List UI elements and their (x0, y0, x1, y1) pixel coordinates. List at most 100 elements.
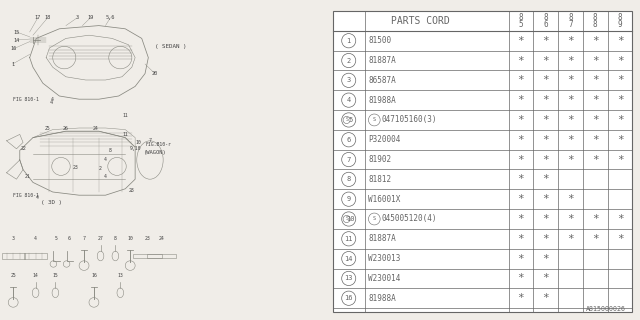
Text: *: * (567, 75, 574, 85)
Text: 8: 8 (518, 13, 524, 22)
Text: 6: 6 (543, 20, 548, 29)
Text: 045005120(4): 045005120(4) (381, 214, 437, 223)
Text: *: * (617, 36, 623, 46)
Text: 81988A: 81988A (369, 294, 396, 303)
Text: *: * (567, 95, 574, 105)
Circle shape (342, 53, 356, 68)
Text: *: * (617, 234, 623, 244)
Text: *: * (617, 135, 623, 145)
Text: *: * (518, 234, 524, 244)
Text: *: * (542, 75, 549, 85)
Text: 81988A: 81988A (369, 96, 396, 105)
Text: 8: 8 (109, 148, 112, 153)
Circle shape (342, 34, 356, 48)
Text: *: * (518, 194, 524, 204)
Text: 81500: 81500 (369, 36, 392, 45)
Text: 81887A: 81887A (369, 56, 396, 65)
Text: S: S (372, 117, 376, 123)
Text: *: * (542, 194, 549, 204)
Text: *: * (592, 115, 598, 125)
Text: 3: 3 (12, 236, 15, 241)
Text: 8: 8 (618, 13, 622, 22)
Circle shape (342, 271, 356, 285)
Text: *: * (518, 36, 524, 46)
Text: 8: 8 (347, 176, 351, 182)
Text: *: * (592, 36, 598, 46)
Text: *: * (518, 155, 524, 164)
Text: 6: 6 (68, 236, 70, 241)
Text: 16: 16 (11, 46, 17, 51)
Circle shape (342, 132, 356, 147)
Text: *: * (592, 95, 598, 105)
Text: 4: 4 (104, 174, 107, 179)
Text: 14: 14 (33, 273, 38, 278)
Text: *: * (592, 155, 598, 164)
Text: *: * (518, 75, 524, 85)
Text: *: * (592, 214, 598, 224)
Text: 5: 5 (348, 117, 352, 123)
Text: 25: 25 (10, 273, 16, 278)
Bar (133, 254, 163, 258)
Text: *: * (542, 254, 549, 264)
Text: 4: 4 (49, 100, 52, 105)
Text: *: * (518, 273, 524, 284)
Circle shape (342, 212, 356, 226)
Text: *: * (542, 293, 549, 303)
Text: *: * (617, 56, 623, 66)
Text: 11: 11 (122, 113, 128, 118)
Text: 81902: 81902 (369, 155, 392, 164)
Text: 4: 4 (35, 195, 38, 200)
Text: 1: 1 (11, 61, 14, 67)
Text: 6: 6 (347, 137, 351, 143)
Text: 11: 11 (344, 236, 353, 242)
Text: ( SEDAN ): ( SEDAN ) (155, 44, 186, 49)
Text: 21: 21 (24, 174, 30, 179)
Text: 7: 7 (347, 156, 351, 163)
Text: 8: 8 (568, 13, 573, 22)
Text: 15: 15 (13, 29, 20, 35)
Text: 14: 14 (344, 256, 353, 262)
Text: *: * (542, 135, 549, 145)
Text: 17: 17 (35, 15, 41, 20)
Text: *: * (518, 214, 524, 224)
Text: W230014: W230014 (369, 274, 401, 283)
Text: 25: 25 (45, 125, 51, 131)
Text: 16: 16 (91, 273, 97, 278)
Text: 047105160(3): 047105160(3) (381, 116, 437, 124)
Text: 8: 8 (114, 236, 116, 241)
Text: 5,6: 5,6 (106, 15, 115, 20)
Text: 16: 16 (344, 295, 353, 301)
Text: 81887A: 81887A (369, 234, 396, 243)
Text: PARTS CORD: PARTS CORD (391, 16, 450, 26)
Text: 26: 26 (63, 125, 68, 131)
Text: *: * (542, 273, 549, 284)
Text: 5: 5 (518, 20, 524, 29)
Text: *: * (567, 36, 574, 46)
Text: 7: 7 (148, 138, 152, 143)
Text: 11: 11 (122, 132, 128, 137)
Text: *: * (567, 234, 574, 244)
Circle shape (342, 172, 356, 187)
Text: 4: 4 (34, 236, 37, 241)
Text: S: S (372, 217, 376, 221)
Text: *: * (592, 56, 598, 66)
Text: FIG 810-1: FIG 810-1 (13, 97, 39, 102)
Text: *: * (518, 135, 524, 145)
Text: 7: 7 (568, 20, 573, 29)
Circle shape (342, 113, 356, 127)
Text: 81812: 81812 (369, 175, 392, 184)
Circle shape (342, 232, 356, 246)
Text: 13: 13 (117, 273, 123, 278)
Text: *: * (617, 155, 623, 164)
Text: *: * (567, 214, 574, 224)
Text: *: * (518, 95, 524, 105)
Text: *: * (542, 234, 549, 244)
Text: *: * (567, 115, 574, 125)
Circle shape (342, 291, 356, 305)
Text: 86587A: 86587A (369, 76, 396, 85)
Text: *: * (617, 214, 623, 224)
Text: W230013: W230013 (369, 254, 401, 263)
Text: 23: 23 (73, 165, 79, 170)
Text: 2: 2 (347, 58, 351, 64)
Circle shape (342, 73, 356, 87)
